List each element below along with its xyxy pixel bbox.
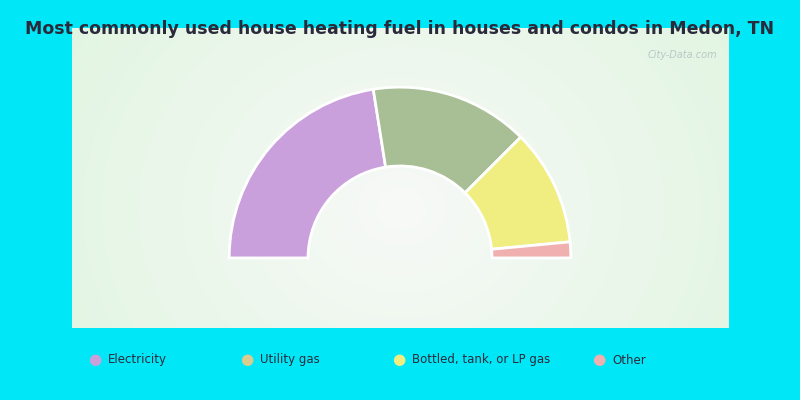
Text: Electricity: Electricity xyxy=(108,354,167,366)
Text: Bottled, tank, or LP gas: Bottled, tank, or LP gas xyxy=(412,354,550,366)
Wedge shape xyxy=(491,242,571,258)
Text: Utility gas: Utility gas xyxy=(260,354,320,366)
Text: ●: ● xyxy=(240,352,254,368)
Text: ●: ● xyxy=(592,352,606,368)
Wedge shape xyxy=(465,137,570,249)
Text: ●: ● xyxy=(392,352,406,368)
Wedge shape xyxy=(229,89,386,258)
Text: ●: ● xyxy=(88,352,102,368)
Text: City-Data.com: City-Data.com xyxy=(648,50,718,60)
Text: Most commonly used house heating fuel in houses and condos in Medon, TN: Most commonly used house heating fuel in… xyxy=(26,20,774,38)
Text: Other: Other xyxy=(612,354,646,366)
Wedge shape xyxy=(374,87,521,193)
